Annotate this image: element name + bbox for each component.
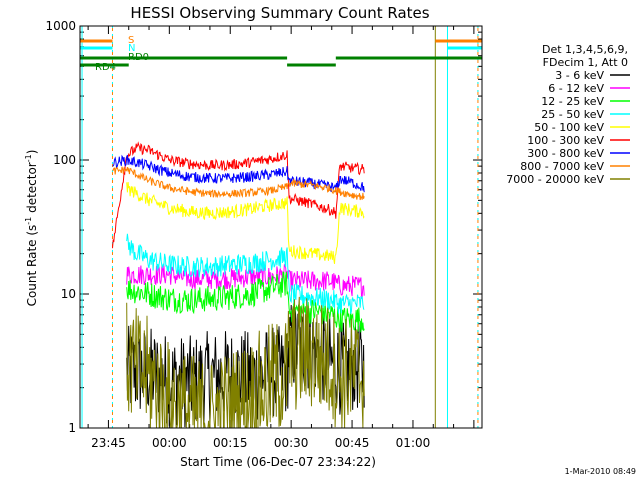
- series-line: [126, 264, 365, 298]
- x-axis-ticks: 23:45 00:00 00:15 00:30 00:45 01:00: [87, 26, 475, 450]
- series-line: [112, 154, 365, 193]
- series-lines: [112, 141, 365, 429]
- x-tick-label: 00:15: [213, 436, 248, 450]
- legend-entry-label: 100 - 300 keV: [527, 134, 604, 147]
- chart-title: HESSI Observing Summary Count Rates: [130, 4, 429, 22]
- series-line: [126, 233, 365, 314]
- flag-label-rd0: RD0: [128, 52, 149, 63]
- legend-entry-label: 25 - 50 keV: [541, 108, 604, 121]
- y-axis-label-sup2: -1: [24, 154, 33, 162]
- flag-label-s: S: [128, 35, 134, 46]
- y-tick-label: 1: [68, 421, 76, 435]
- x-tick-label: 00:45: [335, 436, 370, 450]
- y-tick-label: 1000: [45, 19, 76, 33]
- legend-header-line-1: Det 1,3,4,5,6,9,: [542, 43, 628, 56]
- y-axis-label-main: Count Rate (s: [25, 225, 39, 307]
- y-axis-label-end: ): [25, 150, 39, 155]
- y-axis-label-mid: detector: [25, 162, 39, 217]
- legend-entry-label: 300 - 800 keV: [527, 147, 604, 160]
- series-line: [112, 166, 365, 201]
- y-axis-ticks: 1 10 100 1000: [45, 19, 482, 435]
- series-line: [126, 181, 365, 264]
- flag-label-n: N: [128, 43, 135, 54]
- series-line: [126, 271, 365, 333]
- legend-entry-label: 7000 - 20000 keV: [506, 173, 604, 186]
- legend-entry-label: 3 - 6 keV: [555, 69, 604, 82]
- legend-entry-label: 12 - 25 keV: [541, 95, 604, 108]
- legend-entry-label: 50 - 100 keV: [534, 121, 604, 134]
- flag-label-rd4: RD4: [95, 62, 116, 73]
- x-tick-label: 23:45: [91, 436, 126, 450]
- x-axis-label: Start Time (06-Dec-07 23:34:22): [180, 455, 376, 469]
- legend-entry-label: 800 - 7000 keV: [520, 160, 604, 173]
- y-axis-label-sup1: -1: [24, 217, 33, 225]
- x-tick-label: 00:00: [152, 436, 187, 450]
- series-line: [112, 141, 365, 249]
- y-tick-label: 10: [61, 287, 76, 301]
- series-line: [126, 296, 365, 429]
- x-tick-label: 01:00: [396, 436, 431, 450]
- y-axis-label: Count Rate (s-1 detector-1): [24, 150, 39, 307]
- legend-entry-label: 6 - 12 keV: [548, 82, 604, 95]
- plot-frame: [79, 25, 483, 429]
- legend-header-line-2: FDecim 1, Att 0: [543, 56, 628, 69]
- footer-date: 1-Mar-2010 08:49: [565, 467, 636, 476]
- x-tick-label: 00:30: [274, 436, 309, 450]
- y-tick-label: 100: [53, 153, 76, 167]
